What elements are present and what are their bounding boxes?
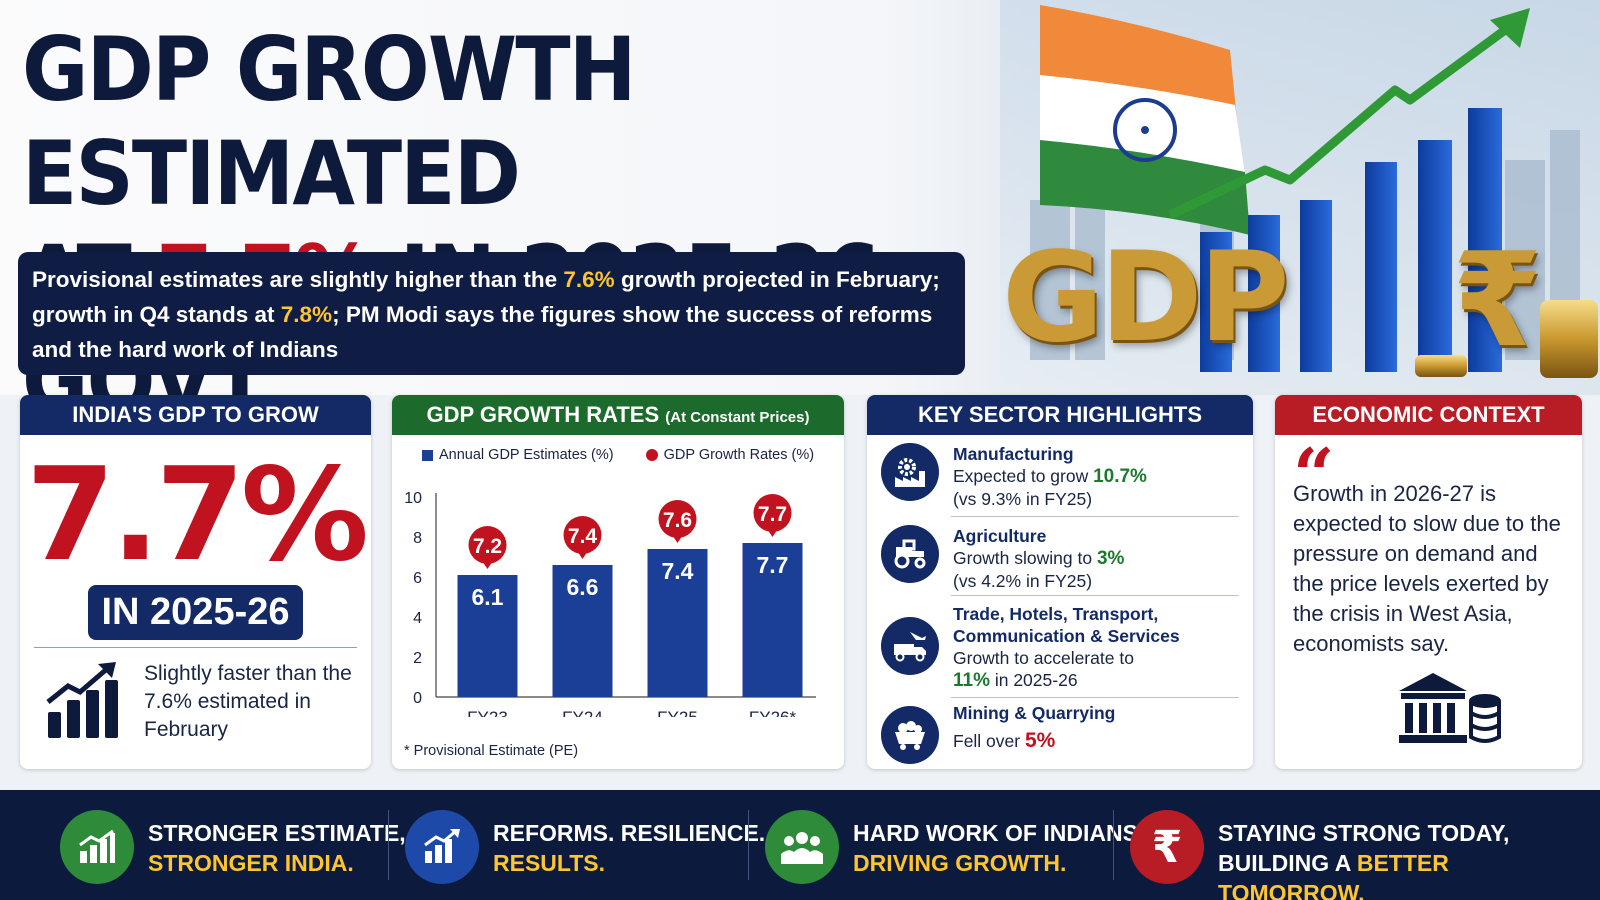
key-sector-card: KEY SECTOR HIGHLIGHTS Manufacturing Expe… xyxy=(867,395,1253,769)
x-tick-label: FY25 xyxy=(657,708,698,717)
marker-value-label: 7.6 xyxy=(663,509,692,532)
bar-value-label: 7.7 xyxy=(757,552,789,578)
footer-line-2: DRIVING GROWTH. xyxy=(853,850,1067,876)
growth-note: Slightly faster than the 7.6% estimated … xyxy=(144,662,352,741)
bar-value-label: 6.1 xyxy=(472,584,504,610)
subheadline-highlight-2: 7.8% xyxy=(280,302,333,327)
big-growth-value: 7.7% xyxy=(26,441,369,590)
footer-banner: STRONGER ESTIMATE, STRONGER INDIA. REFORM… xyxy=(0,790,1600,900)
x-tick-label: FY24 xyxy=(562,708,603,717)
card-title: ECONOMIC CONTEXT xyxy=(1275,395,1582,435)
economic-context-card: ECONOMIC CONTEXT “ Growth in 2026-27 is … xyxy=(1275,395,1582,769)
card-title-note: (At Constant Prices) xyxy=(665,409,810,426)
sector-name: Trade, Hotels, Transport, Communication … xyxy=(953,604,1180,646)
growth-rate-marker xyxy=(658,500,697,538)
tractor-icon xyxy=(881,525,939,583)
mining-cart-icon xyxy=(881,706,939,764)
y-tick-label: 10 xyxy=(404,490,422,507)
subheadline-box: Provisional estimates are slightly highe… xyxy=(18,252,965,375)
divider xyxy=(951,595,1239,596)
sector-sub: (vs 9.3% in FY25) xyxy=(953,489,1093,509)
growth-arrow xyxy=(1168,26,1508,220)
people-group-icon xyxy=(765,810,839,884)
y-tick-label: 2 xyxy=(413,650,422,667)
indian-flag xyxy=(1040,5,1250,235)
chart-bar xyxy=(742,543,803,697)
growth-chart-icon xyxy=(60,810,134,884)
quote-icon: “ xyxy=(1293,432,1335,517)
divider xyxy=(951,516,1239,517)
legend-swatch-marker xyxy=(645,449,658,462)
y-tick-label: 8 xyxy=(413,530,422,547)
growth-chart-icon xyxy=(46,662,118,738)
rupee-icon: ₹ xyxy=(1130,810,1204,884)
sector-value: 11% xyxy=(953,670,990,691)
marker-value-label: 7.2 xyxy=(473,535,502,558)
hero-gdp-text: GDP xyxy=(1002,226,1290,370)
marker-value-label: 7.4 xyxy=(568,525,598,548)
legend-label-markers: GDP Growth Rates (%) xyxy=(663,447,815,464)
sector-name: Mining & Quarrying xyxy=(953,703,1116,723)
divider xyxy=(34,647,357,648)
headline-line-1: GDP GROWTH ESTIMATED xyxy=(22,18,637,225)
factory-gear-icon xyxy=(881,443,939,501)
footer-line-1: HARD WORK OF INDIANS xyxy=(853,820,1138,846)
footer-line-2: STRONGER INDIA. xyxy=(148,850,354,876)
footer-line-1: STRONGER ESTIMATE, xyxy=(148,820,406,846)
chart-bar xyxy=(647,549,708,697)
rupee-symbol-hero: ₹ xyxy=(1452,224,1543,376)
bar-chart-up-icon xyxy=(405,810,479,884)
gdp-growth-card: INDIA'S GDP TO GROW 7.7% IN 2025-26 Slig… xyxy=(20,395,371,769)
card-title: GDP GROWTH RATES (At Constant Prices) xyxy=(392,395,844,435)
chart-footnote: * Provisional Estimate (PE) xyxy=(404,743,579,759)
year-badge: IN 2025-26 xyxy=(88,585,303,640)
chart-bar xyxy=(552,565,613,697)
legend-label-bars: Annual GDP Estimates (%) xyxy=(439,447,614,464)
sector-sub: (vs 4.2% in FY25) xyxy=(953,571,1093,591)
chart-legend: Annual GDP Estimates (%) GDP Growth Rate… xyxy=(422,447,814,463)
sector-desc: Growth to accelerate to xyxy=(953,648,1134,668)
y-tick-label: 0 xyxy=(413,690,422,707)
growth-rate-marker xyxy=(753,494,792,532)
gdp-growth-rates-card: GDP GROWTH RATES (At Constant Prices) An… xyxy=(392,395,844,769)
chart-bar xyxy=(457,575,518,697)
sector-value: 3% xyxy=(1096,548,1125,569)
sector-name: Agriculture xyxy=(953,526,1047,546)
x-tick-label: FY26* xyxy=(749,708,797,717)
sector-name: Manufacturing xyxy=(953,444,1074,464)
footer-line-1: STAYING STRONG TODAY, xyxy=(1218,820,1510,846)
bar-value-label: 6.6 xyxy=(567,574,599,600)
divider xyxy=(388,810,389,880)
sector-value: 10.7% xyxy=(1093,466,1147,487)
card-title: INDIA'S GDP TO GROW xyxy=(20,395,371,435)
divider xyxy=(748,810,749,880)
coin-stacks xyxy=(1415,300,1598,378)
hero-bars xyxy=(1200,108,1502,372)
footer-line-2: RESULTS. xyxy=(493,850,606,876)
divider xyxy=(951,697,1239,698)
footer-line-2: BUILDING A BETTER TOMORROW. xyxy=(1218,850,1449,900)
hero-illustration xyxy=(1000,0,1600,395)
legend-swatch-bar xyxy=(422,449,433,461)
growth-rate-marker xyxy=(563,516,602,554)
marker-value-label: 7.7 xyxy=(758,503,787,526)
y-tick-label: 4 xyxy=(413,610,422,627)
divider xyxy=(1113,810,1114,880)
card-title: KEY SECTOR HIGHLIGHTS xyxy=(867,395,1253,435)
footer-line-1: REFORMS. RESILIENCE. xyxy=(493,820,766,846)
x-tick-label: FY23 xyxy=(467,708,508,717)
sector-value: 5% xyxy=(1024,729,1056,752)
bar-value-label: 7.4 xyxy=(662,558,694,584)
truck-plane-icon xyxy=(881,617,939,675)
y-tick-label: 6 xyxy=(413,570,422,587)
subheadline-highlight-1: 7.6% xyxy=(563,267,615,292)
context-text: Growth in 2026-27 is expected to slow du… xyxy=(1293,481,1561,656)
bank-coins-icon xyxy=(1399,673,1501,743)
growth-rate-marker xyxy=(468,526,507,564)
gdp-bar-chart: 0 2 4 6 8 10 6.1 FY23 7.2 6.6 FY24 7.4 7.4 FY25 7.6 7.7… xyxy=(404,490,816,717)
